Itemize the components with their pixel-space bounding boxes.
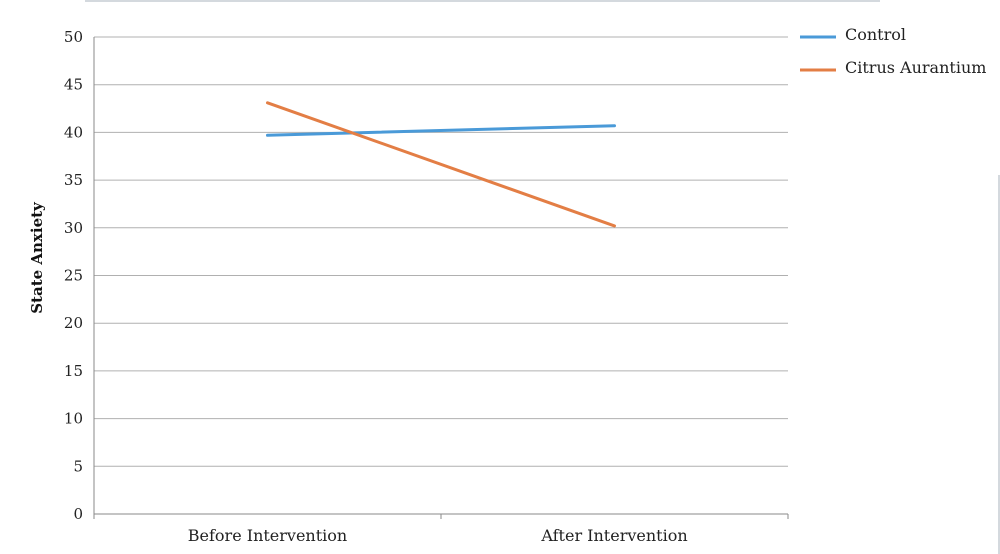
y-tick-label: 50 [64, 28, 83, 46]
legend-label: Citrus Aurantium [845, 58, 986, 77]
y-tick-labels: 0 5 10 15 20 25 30 35 40 45 50 [64, 28, 83, 523]
y-tick-label: 15 [64, 362, 83, 380]
series-line-1 [266, 101, 616, 228]
series-lines [266, 101, 616, 228]
y-tick-label: 10 [64, 410, 83, 428]
y-tick-label: 30 [64, 219, 83, 237]
x-tick-label: Before Intervention [188, 526, 347, 545]
y-tick-label: 0 [73, 505, 83, 523]
y-tick-label: 35 [64, 171, 83, 189]
y-tick-label: 40 [64, 123, 83, 141]
y-tick-label: 5 [73, 457, 83, 475]
y-tick-label: 20 [64, 314, 83, 332]
y-tick-label: 25 [64, 267, 83, 285]
x-tick-labels: Before Intervention After Intervention [188, 526, 688, 545]
legend: Control Citrus Aurantium [800, 25, 986, 77]
series-line-0 [266, 124, 616, 137]
legend-label: Control [845, 25, 906, 44]
y-tick-label: 45 [64, 76, 83, 94]
y-axis-title: State Anxiety [28, 201, 46, 314]
x-tick-label: After Intervention [540, 526, 687, 545]
gridlines [93, 36, 789, 519]
